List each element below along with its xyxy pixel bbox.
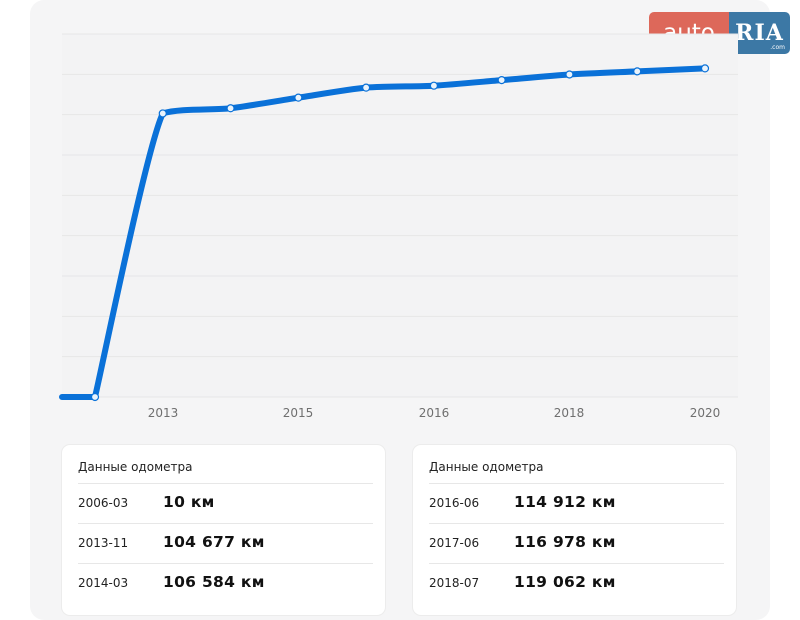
odometer-row: 2014-03 106 584 км <box>78 563 373 604</box>
logo-ria-block: RIA .com <box>729 12 790 54</box>
x-tick-label: 2020 <box>689 406 721 420</box>
odometer-row: 2013-11 104 677 км <box>78 523 373 564</box>
odometer-value: 119 062 км <box>514 573 616 591</box>
odometer-card-2: Данные одометра 2016-06 114 912 км 2017-… <box>413 445 736 615</box>
odometer-chart: 2013 2015 2016 2018 2020 <box>59 33 738 420</box>
data-point <box>226 104 235 113</box>
odometer-date: 2014-03 <box>78 576 129 590</box>
x-tick-label: 2016 <box>418 406 450 420</box>
data-point <box>158 109 167 118</box>
odometer-date: 2016-06 <box>429 496 480 510</box>
data-point <box>565 70 574 79</box>
data-point <box>497 76 506 85</box>
odometer-value: 114 912 км <box>514 493 616 511</box>
logo-ria-text: RIA <box>735 20 784 46</box>
odometer-chart-svg <box>59 33 738 402</box>
logo-ria-sub: .com <box>770 44 785 51</box>
data-point <box>429 81 438 90</box>
odometer-value: 104 677 км <box>163 533 265 551</box>
card-title: Данные одометра <box>78 460 193 474</box>
data-point <box>294 93 303 102</box>
odometer-value: 116 978 км <box>514 533 616 551</box>
plot-background <box>62 34 738 397</box>
data-point <box>362 83 371 92</box>
odometer-date: 2013-11 <box>78 536 129 550</box>
x-tick-label: 2018 <box>553 406 585 420</box>
data-point <box>700 64 710 73</box>
data-point <box>633 67 642 76</box>
odometer-row: 2017-06 116 978 км <box>429 523 724 564</box>
odometer-date: 2018-07 <box>429 576 480 590</box>
odometer-date: 2017-06 <box>429 536 480 550</box>
odometer-row: 2016-06 114 912 км <box>429 483 724 524</box>
data-point <box>90 392 100 402</box>
odometer-value: 106 584 км <box>163 573 265 591</box>
odometer-card-1: Данные одометра 2006-03 10 км 2013-11 10… <box>62 445 385 615</box>
x-tick-label: 2015 <box>282 406 314 420</box>
odometer-row: 2006-03 10 км <box>78 483 373 524</box>
odometer-date: 2006-03 <box>78 496 129 510</box>
odometer-value: 10 км <box>163 493 215 511</box>
x-tick-label: 2013 <box>147 406 179 420</box>
autoria-logo[interactable]: auto RIA .com <box>649 12 790 54</box>
card-title: Данные одометра <box>429 460 544 474</box>
odometer-row: 2018-07 119 062 км <box>429 563 724 604</box>
